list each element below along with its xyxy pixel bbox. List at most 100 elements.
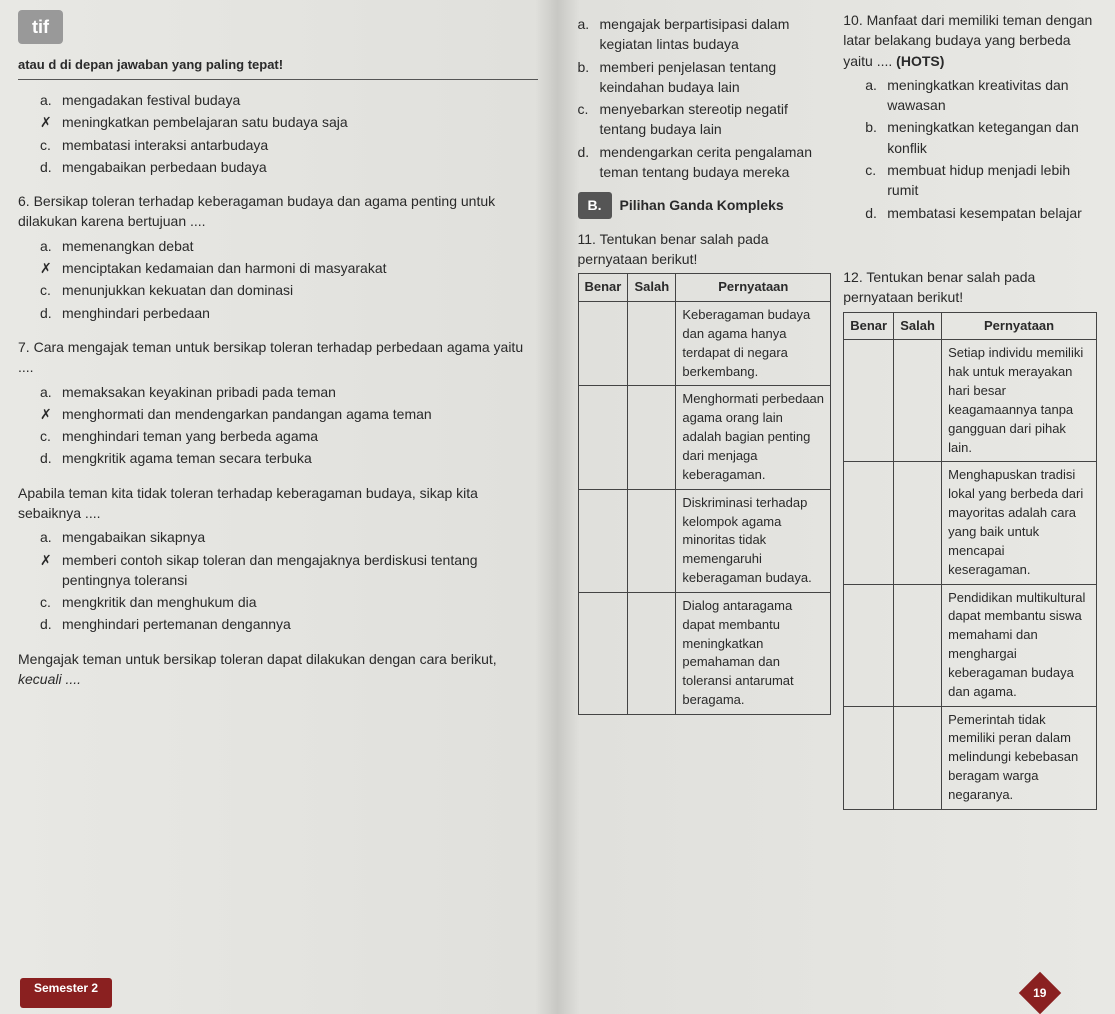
option-letter: a.: [578, 14, 600, 55]
q11-h-benar: Benar: [578, 274, 628, 302]
closing-text: Mengajak teman untuk bersikap toleran da…: [18, 651, 497, 667]
cell-statement: Setiap individu memiliki hak untuk meray…: [942, 340, 1097, 462]
option: a.mengadakan festival budaya: [40, 90, 538, 110]
option: d.membatasi kesempatan belajar: [865, 203, 1097, 223]
cell-benar[interactable]: [844, 706, 894, 809]
option: a.mengabaikan sikapnya: [40, 527, 538, 547]
option: a.meningkatkan kreativitas dan wawasan: [865, 75, 1097, 116]
page-number: 19: [1019, 972, 1061, 1014]
q11-table: Benar Salah Pernyataan Keberagaman buday…: [578, 273, 832, 715]
tab-tif: tif: [18, 10, 63, 44]
option-letter: c.: [40, 592, 62, 612]
cell-benar[interactable]: [844, 462, 894, 584]
option: ✗menghormati dan mendengarkan pandangan …: [40, 404, 538, 424]
option: ✗memberi contoh sikap toleran dan mengaj…: [40, 550, 538, 591]
q12-h-benar: Benar: [844, 312, 894, 340]
option: c.menghindari teman yang berbeda agama: [40, 426, 538, 446]
option: a.memenangkan debat: [40, 236, 538, 256]
option-text: menghindari pertemanan dengannya: [62, 614, 538, 634]
section-b-title: Pilihan Ganda Kompleks: [620, 195, 784, 215]
cell-statement: Pemerintah tidak memiliki peran dalam me…: [942, 706, 1097, 809]
option-letter: ✗: [40, 404, 62, 424]
option-letter: d.: [40, 157, 62, 177]
table-row: Dialog antaragama dapat membantu meningk…: [578, 592, 831, 714]
table-row: Pendidikan multikultural dapat membantu …: [844, 584, 1097, 706]
option-letter: d.: [578, 142, 600, 183]
cell-statement: Diskriminasi terhadap kelompok agama min…: [676, 489, 831, 592]
option: d.mendengarkan cerita pengalaman teman t…: [578, 142, 832, 183]
question-text: 7. Cara mengajak teman untuk bersikap to…: [18, 337, 538, 378]
option: a.mengajak berpartisipasi dalam kegiatan…: [578, 14, 832, 55]
table-row: Menghormati perbedaan agama orang lain a…: [578, 386, 831, 489]
question-text: 6. Bersikap toleran terhadap keberagaman…: [18, 191, 538, 232]
q12-num: 12.: [843, 269, 862, 285]
cell-salah[interactable]: [894, 706, 942, 809]
table-row: Menghapuskan tradisi lokal yang berbeda …: [844, 462, 1097, 584]
option-letter: a.: [40, 90, 62, 110]
option-letter: ✗: [40, 112, 62, 132]
page-footer: Semester 2 19: [0, 972, 1115, 1014]
q11-text: Tentukan benar salah pada pernyataan ber…: [578, 231, 769, 267]
table-row: Keberagaman budaya dan agama hanya terda…: [578, 302, 831, 386]
option: b.meningkatkan ketegangan dan konflik: [865, 117, 1097, 158]
option-letter: a.: [40, 236, 62, 256]
option-text: mengajak berpartisipasi dalam kegiatan l…: [600, 14, 832, 55]
cell-statement: Pendidikan multikultural dapat membantu …: [942, 584, 1097, 706]
cell-benar[interactable]: [578, 302, 628, 386]
cell-salah[interactable]: [628, 302, 676, 386]
option-text: menunjukkan kekuatan dan dominasi: [62, 280, 538, 300]
cell-statement: Menghapuskan tradisi lokal yang berbeda …: [942, 462, 1097, 584]
question-block: a.mengadakan festival budaya✗meningkatka…: [18, 90, 538, 177]
cell-salah[interactable]: [628, 489, 676, 592]
q10-hots: (HOTS): [896, 53, 944, 69]
option-letter: c.: [40, 280, 62, 300]
question-block: 7. Cara mengajak teman untuk bersikap to…: [18, 337, 538, 469]
q11-h-pern: Pernyataan: [676, 274, 831, 302]
option-text: mengadakan festival budaya: [62, 90, 538, 110]
option: ✗meningkatkan pembelajaran satu budaya s…: [40, 112, 538, 132]
option-text: mengkritik dan menghukum dia: [62, 592, 538, 612]
table-row: Diskriminasi terhadap kelompok agama min…: [578, 489, 831, 592]
cell-salah[interactable]: [628, 386, 676, 489]
cell-benar[interactable]: [578, 386, 628, 489]
cell-statement: Keberagaman budaya dan agama hanya terda…: [676, 302, 831, 386]
cell-benar[interactable]: [578, 592, 628, 714]
option-text: memenangkan debat: [62, 236, 538, 256]
q11-num: 11.: [578, 231, 596, 247]
section-b-badge: B.: [578, 192, 612, 218]
cell-salah[interactable]: [894, 462, 942, 584]
q11-intro: 11. Tentukan benar salah pada pernyataan…: [578, 229, 832, 270]
option-letter: b.: [865, 117, 887, 158]
closing-kecuali: kecuali ....: [18, 671, 81, 687]
option: d.menghindari pertemanan dengannya: [40, 614, 538, 634]
option-text: membatasi kesempatan belajar: [887, 203, 1097, 223]
option-text: membuat hidup menjadi lebih rumit: [887, 160, 1097, 201]
cell-salah[interactable]: [894, 584, 942, 706]
question-block: 6. Bersikap toleran terhadap keberagaman…: [18, 191, 538, 323]
option-text: mengkritik agama teman secara terbuka: [62, 448, 538, 468]
option-letter: b.: [578, 57, 600, 98]
q12-table: Benar Salah Pernyataan Setiap individu m…: [843, 312, 1097, 810]
option-letter: a.: [40, 527, 62, 547]
option-text: menciptakan kedamaian dan harmoni di mas…: [62, 258, 538, 278]
cell-benar[interactable]: [578, 489, 628, 592]
option-letter: c.: [865, 160, 887, 201]
option-text: meningkatkan kreativitas dan wawasan: [887, 75, 1097, 116]
option: c.membatasi interaksi antarbudaya: [40, 135, 538, 155]
table-row: Pemerintah tidak memiliki peran dalam me…: [844, 706, 1097, 809]
option-text: memberi penjelasan tentang keindahan bud…: [600, 57, 832, 98]
q10-num: 10.: [843, 12, 862, 28]
question-block: Apabila teman kita tidak toleran terhada…: [18, 483, 538, 635]
option-text: mengabaikan sikapnya: [62, 527, 538, 547]
cell-salah[interactable]: [628, 592, 676, 714]
q12-text: Tentukan benar salah pada pernyataan ber…: [843, 269, 1035, 305]
option-text: membatasi interaksi antarbudaya: [62, 135, 538, 155]
option: c.mengkritik dan menghukum dia: [40, 592, 538, 612]
option-letter: c.: [578, 99, 600, 140]
cell-salah[interactable]: [894, 340, 942, 462]
option: c.menunjukkan kekuatan dan dominasi: [40, 280, 538, 300]
option: d.mengkritik agama teman secara terbuka: [40, 448, 538, 468]
option-letter: ✗: [40, 258, 62, 278]
cell-benar[interactable]: [844, 340, 894, 462]
cell-benar[interactable]: [844, 584, 894, 706]
